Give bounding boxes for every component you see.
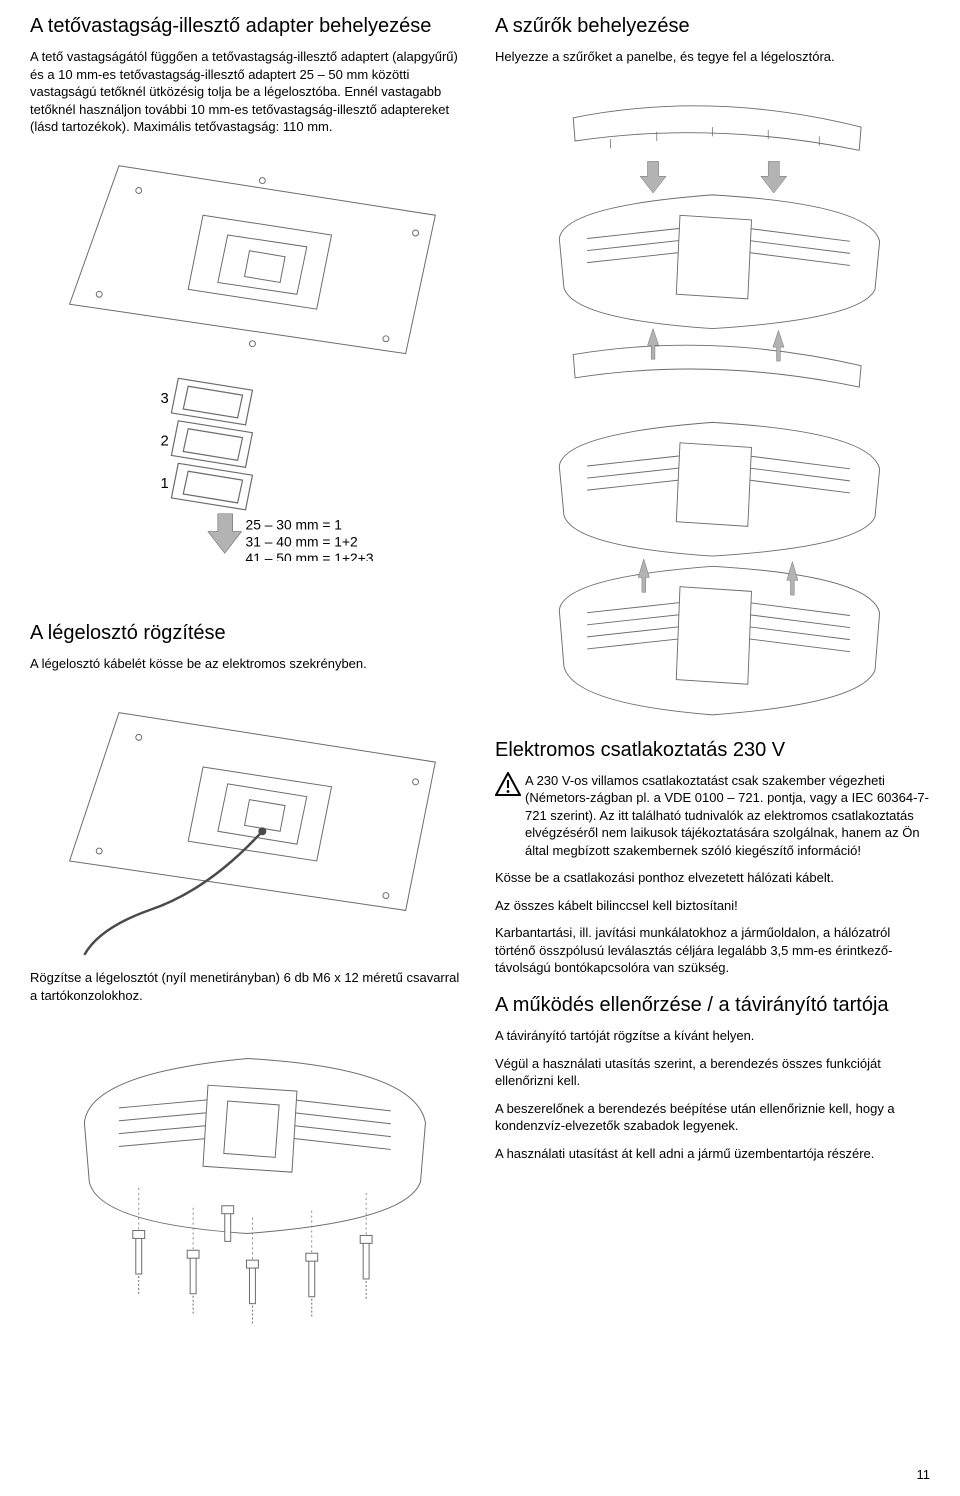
label-1: 1 bbox=[161, 476, 169, 492]
para-op-2: Végül a használati utasítás szerint, a b… bbox=[495, 1055, 930, 1090]
adapter-range-1: 25 – 30 mm = 1 bbox=[246, 516, 343, 532]
heading-filters: A szűrők behelyezése bbox=[495, 14, 930, 38]
heading-distributor: A légelosztó rögzítése bbox=[30, 621, 465, 645]
label-3: 3 bbox=[161, 391, 169, 407]
warning-icon bbox=[495, 772, 521, 860]
right-column: A szűrők behelyezése Helyezze a szűrőket… bbox=[495, 14, 930, 1341]
section-adapter: A tetővastagság-illesztő adapter behelye… bbox=[30, 14, 465, 561]
para-op-1: A távirányító tartóját rögzítse a kívánt… bbox=[495, 1027, 930, 1045]
para-elec-3: Az összes kábelt bilinccsel kell biztosí… bbox=[495, 897, 930, 915]
heading-adapter: A tetővastagság-illesztő adapter behelye… bbox=[30, 14, 465, 38]
adapter-range-3: 41 – 50 mm = 1+2+3 bbox=[246, 550, 374, 561]
adapter-range-2: 31 – 40 mm = 1+2 bbox=[246, 533, 358, 549]
para-dist-1: A légelosztó kábelét kösse be az elektro… bbox=[30, 655, 465, 673]
heading-electrical: Elektromos csatlakoztatás 230 V bbox=[495, 738, 930, 762]
heading-operation: A működés ellenőrzése / a távirányító ta… bbox=[495, 993, 930, 1017]
para-elec-4: Karbantartási, ill. javítási munkálatokh… bbox=[495, 924, 930, 977]
diagram-screws bbox=[30, 1014, 465, 1330]
para-elec-warn-text: A 230 V-os villamos csatlakoztatást csak… bbox=[525, 772, 930, 860]
left-column: A tetővastagság-illesztő adapter behelye… bbox=[30, 14, 465, 1341]
para-elec-2: Kösse be a csatlakozási ponthoz elvezete… bbox=[495, 869, 930, 887]
page-number: 11 bbox=[917, 1467, 931, 1482]
para-dist-2: Rögzítse a légelosztót (nyíl menetirányb… bbox=[30, 969, 465, 1004]
diagram-cable bbox=[30, 683, 465, 960]
section-electrical: Elektromos csatlakoztatás 230 V A 230 V-… bbox=[495, 738, 930, 977]
diagram-adapter: 3 2 1 25 – 30 mm = 1 31 – 40 mm = 1+2 41… bbox=[30, 146, 465, 561]
label-2: 2 bbox=[161, 433, 169, 449]
para-adapter-1: A tető vastagságától függően a tetővasta… bbox=[30, 48, 465, 136]
para-elec-warn: A 230 V-os villamos csatlakoztatást csak… bbox=[495, 772, 930, 860]
section-filters: A szűrők behelyezése Helyezze a szűrőket… bbox=[495, 14, 930, 726]
section-distributor: A légelosztó rögzítése A légelosztó kábe… bbox=[30, 621, 465, 1331]
para-op-4: A használati utasítást át kell adni a já… bbox=[495, 1145, 930, 1163]
diagram-filters bbox=[495, 76, 930, 726]
para-filters-1: Helyezze a szűrőket a panelbe, és tegye … bbox=[495, 48, 930, 66]
section-operation: A működés ellenőrzése / a távirányító ta… bbox=[495, 993, 930, 1162]
para-op-3: A beszerelőnek a berendezés beépítése ut… bbox=[495, 1100, 930, 1135]
